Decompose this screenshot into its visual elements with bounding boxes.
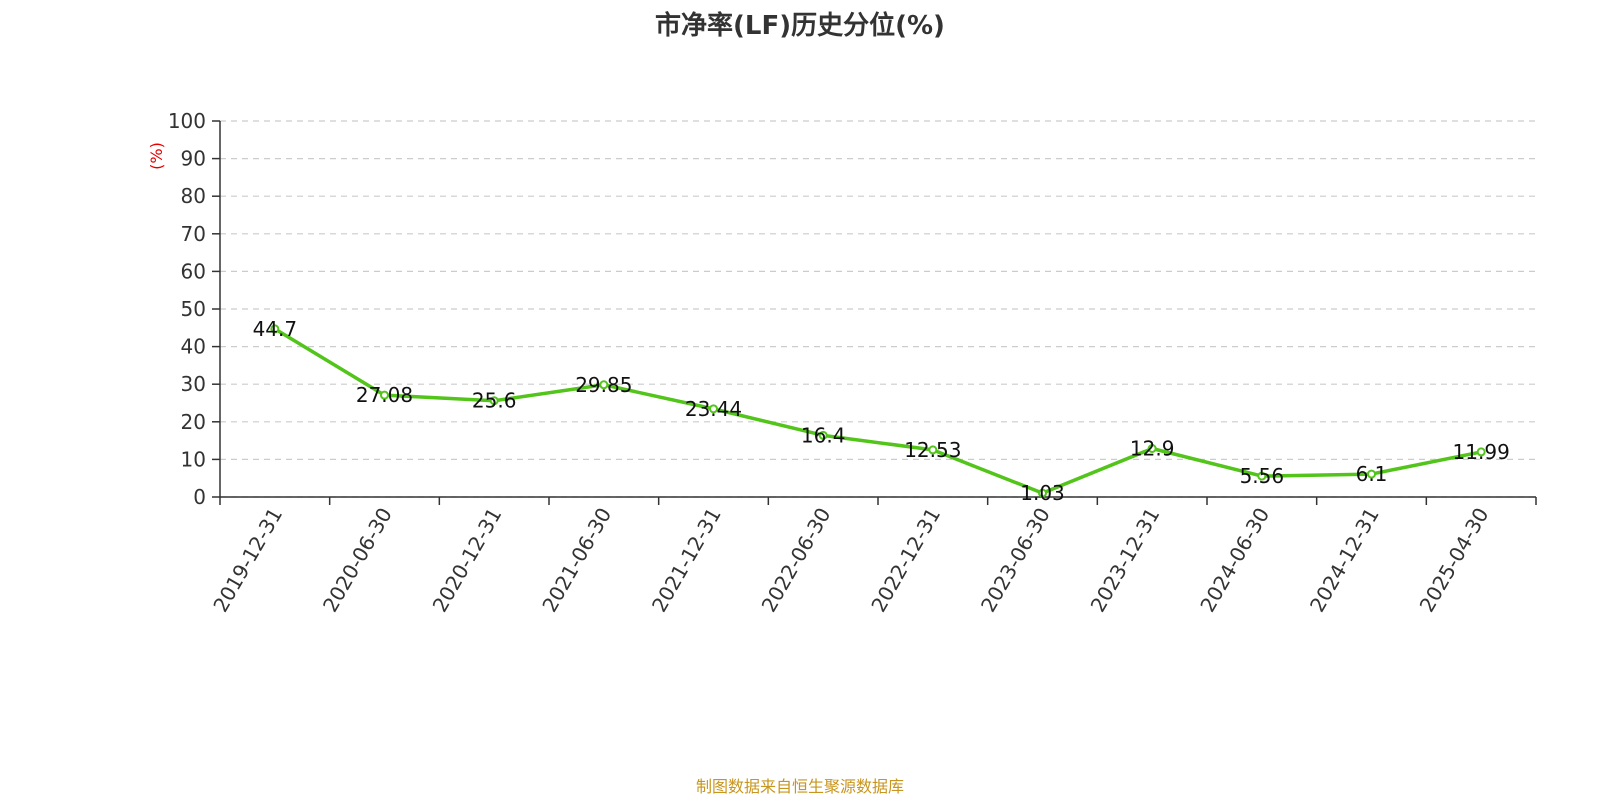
y-tick-label: 50 [181, 297, 206, 321]
data-point [599, 380, 609, 390]
x-tick-label: 2022-12-31 [866, 504, 945, 617]
data-label: 25.6 [472, 389, 517, 413]
data-label: 12.53 [904, 438, 961, 462]
y-axis-unit: (%) [147, 142, 166, 170]
data-label: 29.85 [575, 373, 632, 397]
x-tick-label: 2024-12-31 [1305, 504, 1384, 617]
data-label: 27.08 [356, 383, 413, 407]
data-point [1147, 443, 1157, 453]
x-tick-label: 2020-06-30 [318, 504, 397, 617]
x-tick-label: 2023-06-30 [976, 504, 1055, 617]
x-tick-label: 2023-12-31 [1086, 504, 1165, 617]
x-tick-label: 2021-06-30 [537, 504, 616, 617]
y-tick-label: 40 [181, 335, 206, 359]
y-ticks: 0 10 20 30 40 50 60 70 80 90 100 [168, 109, 220, 509]
data-point [270, 324, 280, 334]
x-tick-label: 2025-04-30 [1415, 504, 1494, 617]
x-tick-label: 2019-12-31 [208, 504, 287, 617]
data-label: 44.7 [253, 317, 298, 341]
data-label: 1.03 [1020, 481, 1065, 505]
chart-title: 市净率(LF)历史分位(%) [655, 10, 945, 41]
x-tick-label: 2021-12-31 [647, 504, 726, 617]
data-point [928, 445, 938, 455]
data-point [380, 390, 389, 400]
y-tick-label: 30 [181, 372, 206, 396]
y-tick-label: 0 [193, 485, 206, 509]
series-group [270, 324, 1486, 498]
x-tick-label: 2022-06-30 [757, 504, 836, 617]
data-point [1476, 447, 1486, 457]
data-labels: 44.7 27.08 25.6 29.85 23.44 16.4 12.53 1.03 12.9… [253, 317, 1510, 505]
data-point [1038, 488, 1047, 498]
data-label: 16.4 [801, 423, 846, 447]
y-tick-label: 70 [181, 222, 206, 246]
data-label: 6.1 [1356, 462, 1388, 486]
y-tick-label: 10 [181, 447, 206, 471]
source-note: 制图数据来自恒生聚源数据库 [696, 777, 904, 796]
y-tick-label: 90 [181, 147, 206, 171]
data-point [1367, 469, 1376, 479]
x-tick-label: 2024-06-30 [1195, 504, 1274, 617]
data-point [1257, 471, 1267, 481]
data-label: 5.56 [1240, 464, 1285, 488]
y-tick-label: 80 [181, 184, 206, 208]
data-point [489, 396, 499, 406]
series-line [273, 327, 1483, 495]
data-label: 12.9 [1130, 436, 1175, 460]
x-ticks: 2019-12-31 2020-06-30 2020-12-31 2021-06-30… [208, 497, 1537, 617]
data-point [818, 430, 828, 440]
data-point [709, 404, 718, 414]
x-tick-label: 2020-12-31 [428, 504, 507, 617]
data-label: 11.99 [1453, 440, 1510, 464]
axes [219, 121, 1536, 498]
y-tick-label: 100 [168, 109, 206, 133]
data-label: 23.44 [685, 397, 742, 421]
grid-lines [220, 120, 1536, 498]
y-tick-label: 60 [181, 259, 206, 283]
y-tick-label: 20 [181, 410, 206, 434]
